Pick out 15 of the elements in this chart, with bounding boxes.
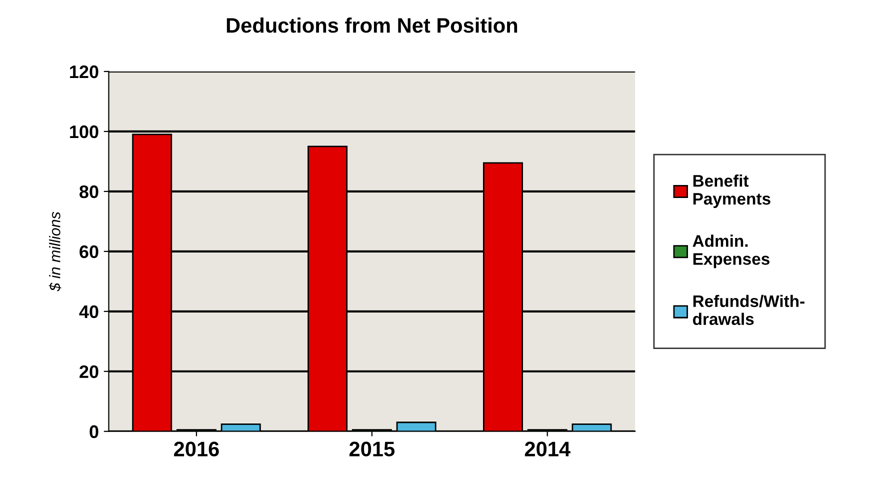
y-tick-label: 0 [90,425,98,438]
y-tick-label: 20 [80,365,98,378]
legend-label: Benefit Payments [693,174,770,208]
y-tick-label: 80 [80,185,98,198]
x-tick-label: 2016 [174,442,219,456]
legend-label: Admin. Expenses [692,234,770,268]
x-tick-label: 2015 [349,442,395,456]
y-axis-title: $ in millions [48,212,62,292]
y-tick-label: 100 [70,125,98,138]
legend-label: Refunds/With- drawals [692,294,804,326]
y-tick-label: 60 [80,245,98,258]
y-tick-label: 40 [79,305,98,318]
x-tick-label: 2014 [524,442,570,456]
y-tick-label: 120 [70,65,98,78]
chart-title: Deductions from Net Position [226,18,518,33]
